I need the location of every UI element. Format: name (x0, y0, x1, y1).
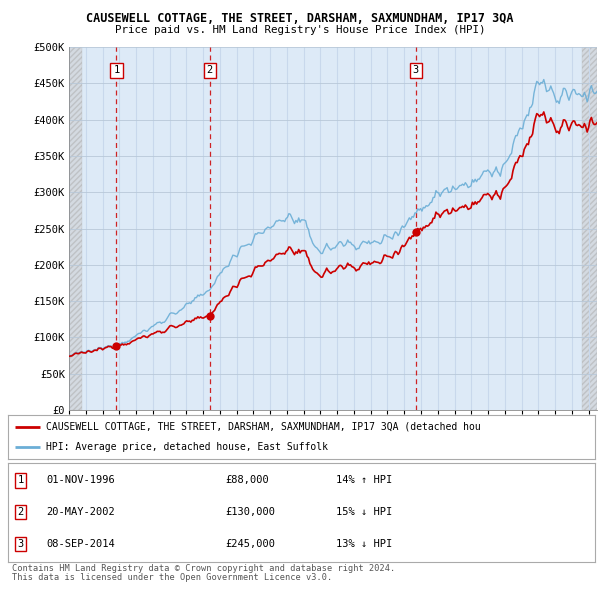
Text: £88,000: £88,000 (225, 476, 269, 486)
Text: 15% ↓ HPI: 15% ↓ HPI (337, 507, 392, 517)
Bar (69, 47, 82, 410)
Text: £245,000: £245,000 (225, 539, 275, 549)
Text: HPI: Average price, detached house, East Suffolk: HPI: Average price, detached house, East… (46, 442, 328, 452)
Text: 2: 2 (17, 507, 24, 517)
Text: 1: 1 (17, 476, 24, 486)
Text: 3: 3 (17, 539, 24, 549)
Text: 13% ↓ HPI: 13% ↓ HPI (337, 539, 392, 549)
Text: 20-MAY-2002: 20-MAY-2002 (46, 507, 115, 517)
Text: 2: 2 (206, 65, 212, 76)
Text: Contains HM Land Registry data © Crown copyright and database right 2024.: Contains HM Land Registry data © Crown c… (12, 564, 395, 573)
Text: 01-NOV-1996: 01-NOV-1996 (46, 476, 115, 486)
Text: CAUSEWELL COTTAGE, THE STREET, DARSHAM, SAXMUNDHAM, IP17 3QA: CAUSEWELL COTTAGE, THE STREET, DARSHAM, … (86, 12, 514, 25)
Text: £130,000: £130,000 (225, 507, 275, 517)
Text: 3: 3 (412, 65, 419, 76)
Text: 1: 1 (113, 65, 119, 76)
Text: This data is licensed under the Open Government Licence v3.0.: This data is licensed under the Open Gov… (12, 573, 332, 582)
Bar (581, 47, 597, 410)
Text: 14% ↑ HPI: 14% ↑ HPI (337, 476, 392, 486)
Text: Price paid vs. HM Land Registry's House Price Index (HPI): Price paid vs. HM Land Registry's House … (115, 25, 485, 35)
Text: CAUSEWELL COTTAGE, THE STREET, DARSHAM, SAXMUNDHAM, IP17 3QA (detached hou: CAUSEWELL COTTAGE, THE STREET, DARSHAM, … (46, 422, 481, 432)
Text: 08-SEP-2014: 08-SEP-2014 (46, 539, 115, 549)
